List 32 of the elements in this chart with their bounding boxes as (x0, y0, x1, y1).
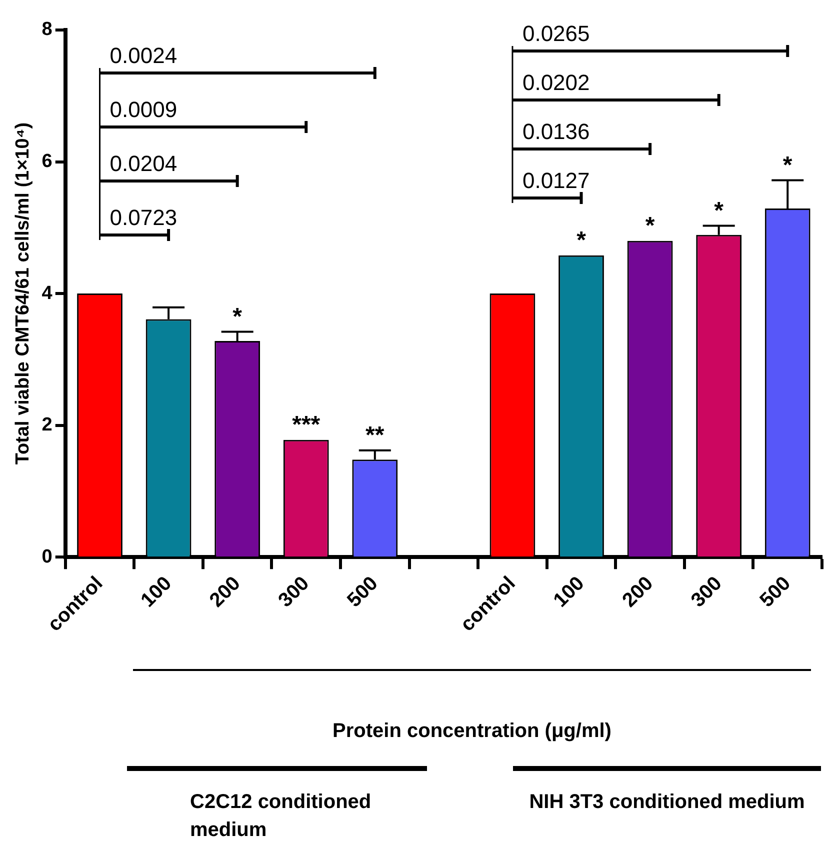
x-tick-label: 300 (274, 572, 314, 612)
annotation: 0.0009 (110, 97, 178, 122)
y-tick-label: 8 (42, 19, 52, 40)
data-label: * (576, 226, 587, 254)
annotation: 0.0723 (110, 205, 178, 230)
data-label: * (645, 212, 656, 240)
x-tick-label: 200 (618, 572, 658, 612)
x-tick-label: 100 (550, 572, 589, 612)
data-label: ** (366, 422, 385, 449)
x-tick-label: 300 (687, 572, 726, 612)
text: NIH 3T3 conditioned medium (528, 790, 806, 815)
annotation: 0.0024 (110, 43, 178, 68)
y-tick-label: 6 (42, 151, 52, 172)
annotation: 0.0204 (110, 151, 178, 176)
data-label: * (782, 152, 793, 179)
x-axis-title: Protein concentration (μg/ml) (332, 720, 612, 743)
y-tick-label: 2 (42, 414, 52, 436)
annotation: 0.0265 (522, 21, 590, 46)
y-axis-title: Total viable CMT64/61 cells/ml (1×10⁴) (12, 122, 34, 465)
data-label: * (232, 303, 243, 330)
annotation: 0.0136 (522, 119, 590, 144)
x-tick-label: 200 (206, 572, 245, 612)
y-tick-label: 0 (42, 546, 52, 568)
y-tick-label: 4 (42, 282, 53, 304)
x-tick-label: 500 (756, 572, 796, 612)
annotation: 0.0202 (522, 70, 590, 96)
data-label: * (714, 197, 724, 224)
x-tick-label: 100 (136, 572, 176, 612)
annotation: 0.0127 (522, 168, 590, 194)
x-tick-label: 500 (343, 572, 382, 612)
data-label: *** (292, 411, 321, 438)
text: C2C12 conditioned medium (190, 790, 372, 843)
